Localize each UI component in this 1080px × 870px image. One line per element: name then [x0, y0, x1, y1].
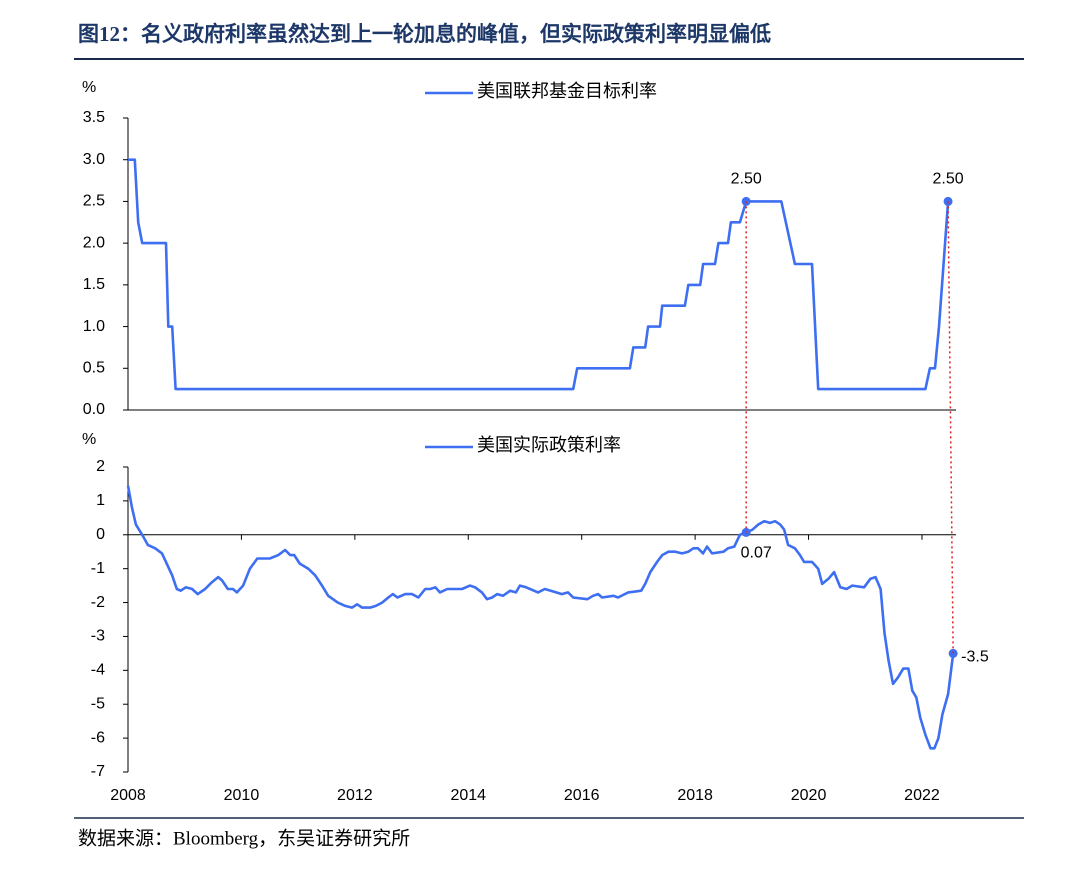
y-tick-label: -4 — [91, 662, 105, 679]
annotation-label: 2.50 — [731, 171, 762, 188]
x-tick-label: 2018 — [677, 787, 713, 804]
annotation-label: 0.07 — [741, 545, 772, 562]
legend-label: 美国联邦基金目标利率 — [477, 81, 657, 101]
x-tick-label: 2012 — [337, 787, 373, 804]
x-tick-label: 2010 — [224, 787, 260, 804]
y-tick-label: 0.0 — [83, 401, 105, 418]
source-note: 数据来源：Bloomberg，东吴证券研究所 — [78, 827, 410, 849]
x-tick-label: 2022 — [904, 787, 940, 804]
page-title: 图12：名义政府利率虽然达到上一轮加息的峰值，但实际政策利率明显偏低 — [78, 22, 771, 46]
annotation-dot — [948, 648, 958, 658]
y-tick-label: 1.5 — [83, 276, 105, 293]
annotation-label: -3.5 — [961, 649, 989, 666]
y-tick-label: 2 — [96, 458, 105, 475]
y-tick-label: 2.0 — [83, 234, 105, 251]
series-line — [128, 158, 950, 391]
y-tick-label: -7 — [91, 763, 105, 780]
y-tick-label: -5 — [91, 695, 105, 712]
y-tick-label: 3.0 — [83, 151, 105, 168]
y-tick-label: 3.5 — [83, 109, 105, 126]
y-tick-label: -3 — [91, 628, 105, 645]
x-tick-label: 2016 — [564, 787, 600, 804]
y-tick-label: -1 — [91, 560, 105, 577]
annotation-label: 2.50 — [932, 171, 963, 188]
y-tick-label: 2.5 — [83, 193, 105, 210]
y-tick-label: -6 — [91, 729, 105, 746]
guide-line — [947, 201, 954, 654]
y-unit: % — [82, 79, 96, 96]
y-tick-label: -2 — [91, 594, 105, 611]
x-tick-label: 2008 — [110, 787, 146, 804]
x-tick-label: 2020 — [791, 787, 827, 804]
series-line — [126, 485, 955, 750]
legend-label: 美国实际政策利率 — [477, 435, 621, 455]
y-tick-label: 1.0 — [83, 318, 105, 335]
y-tick-label: 0.5 — [83, 360, 105, 377]
y-tick-label: 0 — [96, 526, 105, 543]
y-unit: % — [82, 431, 96, 448]
x-tick-label: 2014 — [450, 787, 486, 804]
y-tick-label: 1 — [96, 492, 105, 509]
